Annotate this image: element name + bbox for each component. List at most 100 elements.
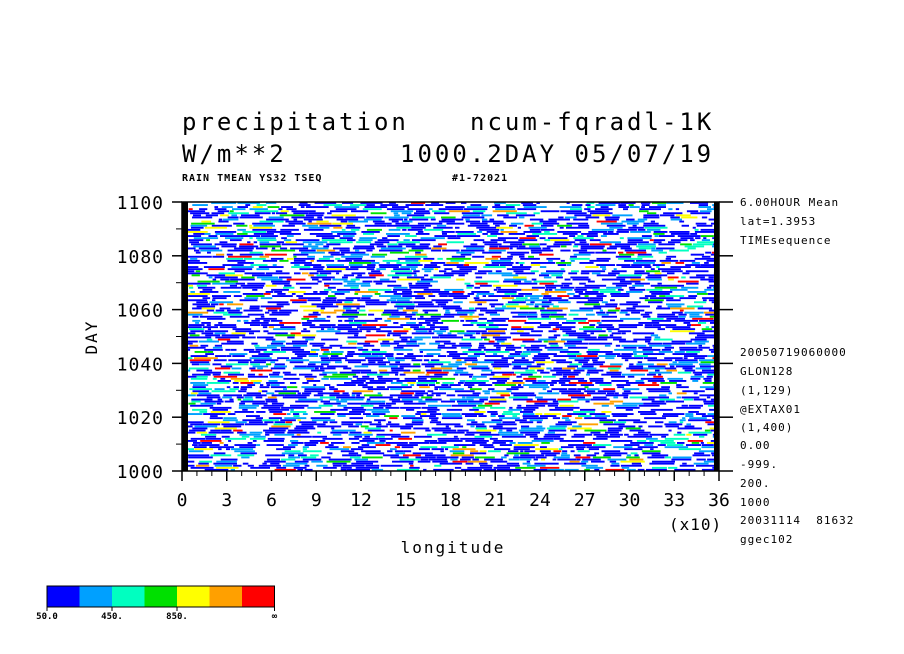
heatmap-cell: [356, 377, 375, 380]
heatmap-cell: [589, 413, 606, 415]
heatmap-cell: [270, 367, 286, 370]
heatmap-cell: [319, 324, 336, 326]
heatmap-cell: [267, 301, 289, 304]
heatmap-cell: [532, 382, 557, 384]
heatmap-cell: [550, 384, 554, 386]
heatmap-cell: [474, 280, 500, 283]
heatmap-cell: [639, 208, 661, 211]
heatmap-cell: [686, 433, 692, 436]
heatmap-cell: [520, 373, 533, 376]
heatmap-cell: [198, 340, 219, 343]
heatmap-cell: [336, 272, 340, 275]
heatmap-cell: [317, 392, 340, 395]
heatmap-cell: [191, 243, 212, 246]
heatmap-cell: [542, 222, 560, 225]
heatmap-cell: [646, 468, 667, 471]
heatmap-cell: [547, 348, 569, 351]
heatmap-cell: [707, 373, 719, 376]
heatmap-cell: [231, 266, 254, 268]
colorbar-swatch: [47, 586, 80, 607]
heatmap-cell: [539, 237, 546, 240]
heatmap-cell: [221, 334, 246, 337]
heatmap-cell: [220, 429, 232, 432]
heatmap-cell: [252, 274, 273, 277]
heatmap-cell: [214, 367, 231, 370]
heatmap-cell: [553, 450, 562, 453]
heatmap-cell: [204, 233, 211, 235]
heatmap-cell: [456, 278, 465, 281]
heatmap-cell: [308, 355, 318, 357]
heatmap-cell: [192, 307, 202, 310]
heatmap-cell: [355, 466, 379, 469]
heatmap-cell: [500, 231, 518, 233]
heatmap-cell: [599, 365, 622, 368]
heatmap-cell: [261, 324, 284, 326]
heatmap-cell: [228, 359, 252, 362]
heatmap-cell: [509, 224, 517, 227]
heatmap-cell: [601, 411, 612, 413]
heatmap-cell: [280, 346, 301, 349]
heatmap-cell: [293, 218, 298, 221]
heatmap-cell: [294, 460, 309, 463]
heatmap-cell: [578, 224, 590, 227]
heatmap-cell: [529, 218, 544, 221]
heatmap-cell: [327, 452, 333, 455]
heatmap-cell: [272, 264, 277, 266]
heatmap-cell: [585, 216, 600, 219]
heatmap-cell: [491, 255, 501, 258]
heatmap-cell: [558, 216, 564, 219]
heatmap-cell: [268, 326, 274, 329]
heatmap-cell: [420, 415, 436, 417]
heatmap-cell: [446, 408, 463, 411]
heatmap-cell: [661, 270, 683, 273]
heatmap-cell: [642, 315, 651, 318]
x-tick-label: 18: [440, 490, 462, 511]
heatmap-cell: [457, 311, 475, 314]
heatmap-cell: [424, 440, 438, 442]
heatmap-cell: [442, 415, 462, 417]
heatmap-cell: [303, 245, 319, 248]
heatmap-cell: [267, 206, 280, 208]
heatmap-cell: [624, 259, 635, 262]
heatmap-cell: [401, 390, 426, 393]
heatmap-cell: [606, 247, 617, 250]
heatmap-cell: [201, 220, 212, 223]
heatmap-cell: [528, 255, 534, 258]
heatmap-cell: [371, 348, 380, 351]
heatmap-cell: [377, 361, 391, 364]
heatmap-cell: [460, 346, 471, 349]
subtitle-left: RAIN TMEAN YS32 TSEQ: [182, 173, 323, 184]
heatmap-cell: [568, 382, 593, 384]
heatmap-cell: [506, 305, 529, 308]
heatmap-cell: [404, 255, 428, 258]
heatmap-cell: [530, 262, 556, 264]
heatmap-cell: [263, 440, 284, 442]
heatmap-cell: [457, 233, 477, 235]
heatmap-cell: [628, 365, 644, 368]
heatmap-cell: [279, 214, 305, 217]
heatmap-cell: [520, 344, 526, 347]
heatmap-cell: [493, 353, 498, 355]
heatmap-cell: [187, 235, 202, 237]
heatmap-cell: [281, 452, 304, 455]
heatmap-cell: [376, 425, 388, 428]
heatmap-cell: [202, 326, 218, 329]
heatmap-cell: [467, 224, 490, 227]
heatmap-cell: [481, 332, 506, 335]
heatmap-cell: [442, 369, 464, 372]
heatmap-cell: [242, 462, 249, 465]
heatmap-cell: [366, 398, 371, 401]
heatmap-cell: [393, 212, 399, 215]
heatmap-cell: [285, 394, 310, 397]
heatmap-cell: [399, 336, 412, 339]
heatmap-cell: [378, 437, 393, 440]
heatmap-cell: [515, 262, 519, 264]
heatmap-cell: [239, 402, 245, 405]
heatmap-cell: [187, 340, 198, 343]
heatmap-cell: [442, 382, 454, 384]
heatmap-cell: [387, 386, 412, 389]
heatmap-cell: [290, 440, 299, 442]
x-tick-label: 6: [266, 490, 277, 511]
heatmap-cell: [404, 218, 408, 221]
heatmap-cell: [514, 371, 537, 374]
